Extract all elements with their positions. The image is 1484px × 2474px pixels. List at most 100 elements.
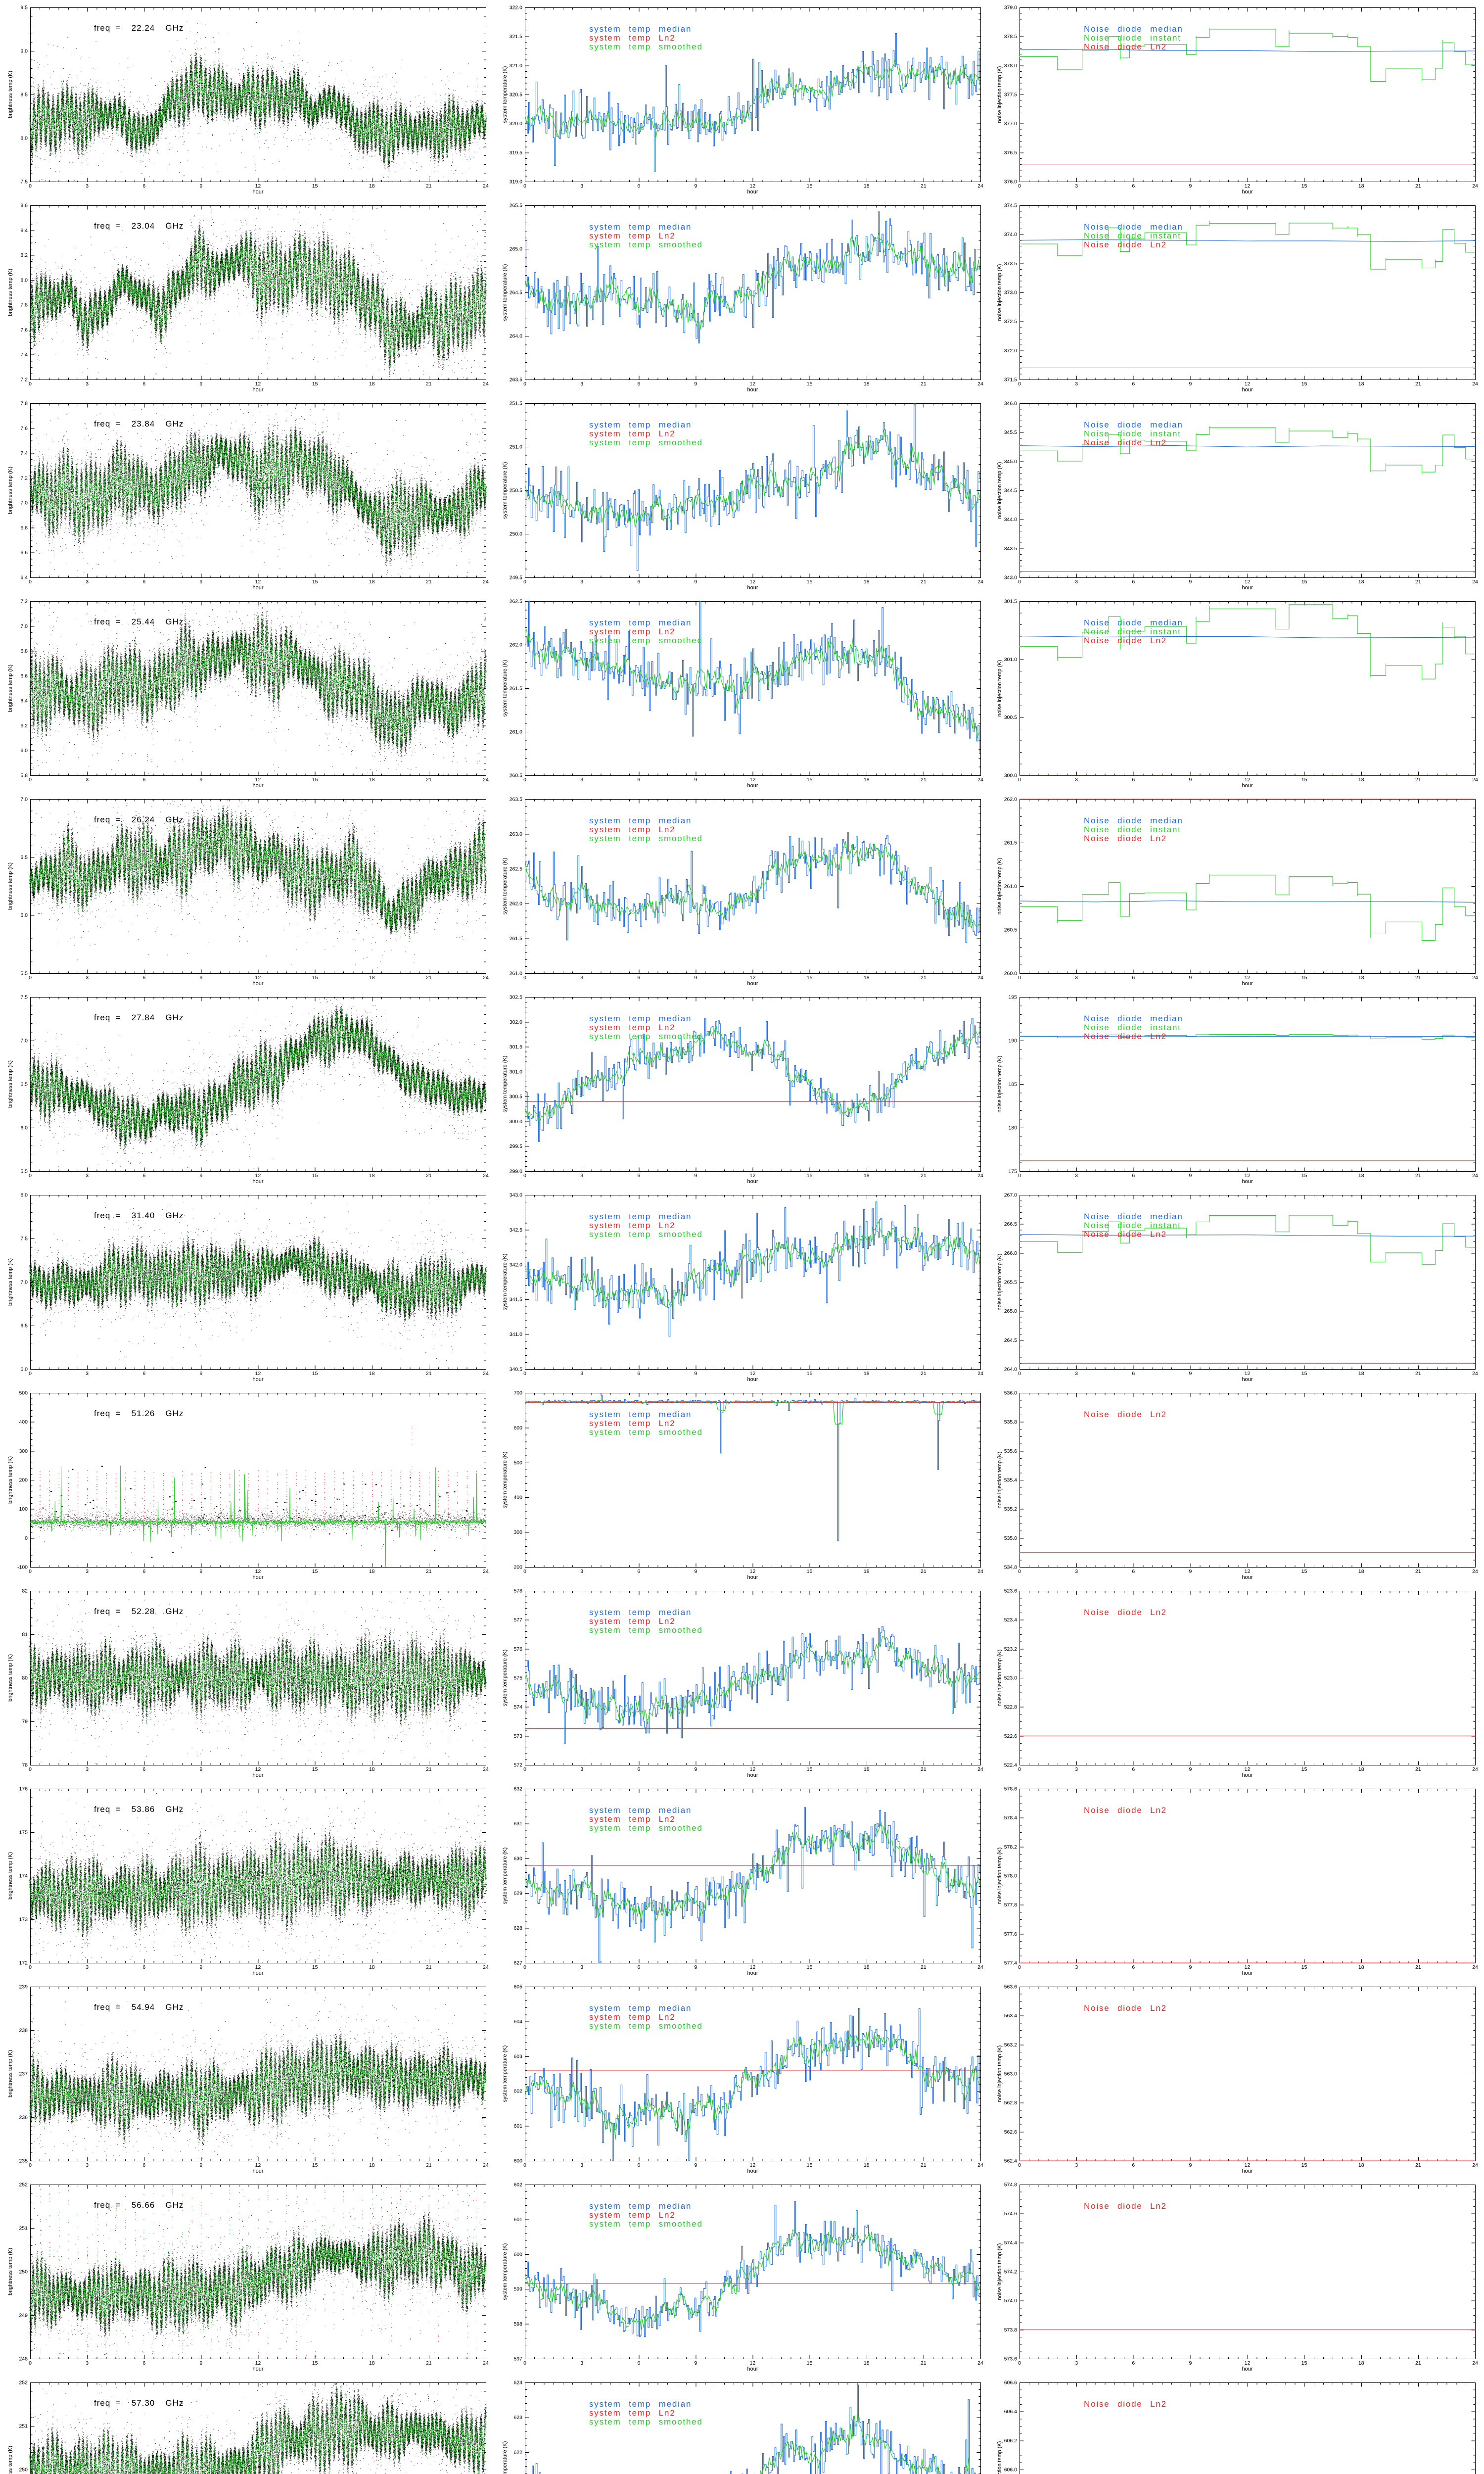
svg-text:12: 12 <box>255 1766 261 1772</box>
svg-text:3: 3 <box>580 381 583 387</box>
svg-text:9: 9 <box>199 1173 202 1179</box>
svg-text:-100: -100 <box>17 1565 28 1570</box>
svg-text:9: 9 <box>199 975 202 981</box>
svg-text:freq = 51.26 GHz: freq = 51.26 GHz <box>94 1409 184 1418</box>
svg-text:301.5: 301.5 <box>1004 599 1017 605</box>
svg-text:5.8: 5.8 <box>20 773 28 779</box>
svg-text:hour: hour <box>1242 585 1252 591</box>
svg-text:343.0: 343.0 <box>510 1192 522 1198</box>
svg-text:freq = 56.66 GHz: freq = 56.66 GHz <box>94 2200 184 2210</box>
svg-text:system temp smoothed: system temp smoothed <box>589 240 703 249</box>
svg-text:9: 9 <box>1189 2360 1192 2366</box>
svg-text:freq = 23.04 GHz: freq = 23.04 GHz <box>94 221 184 231</box>
svg-text:hour: hour <box>1242 189 1252 195</box>
svg-text:0: 0 <box>523 579 526 585</box>
svg-text:Noise diode median: Noise diode median <box>1084 420 1183 429</box>
svg-text:3: 3 <box>580 975 583 981</box>
svg-text:82: 82 <box>22 1588 28 1594</box>
svg-text:262.0: 262.0 <box>1004 797 1017 803</box>
svg-text:12: 12 <box>1245 1766 1251 1772</box>
svg-text:21: 21 <box>426 1766 432 1772</box>
svg-text:system temp smoothed: system temp smoothed <box>589 42 703 51</box>
svg-text:6: 6 <box>142 579 145 585</box>
svg-text:301.5: 301.5 <box>510 1044 522 1050</box>
svg-text:freq = 57.30 GHz: freq = 57.30 GHz <box>94 2398 184 2408</box>
svg-text:12: 12 <box>750 183 756 189</box>
svg-text:264.0: 264.0 <box>1004 1367 1017 1373</box>
svg-text:18: 18 <box>864 2360 870 2366</box>
svg-text:3: 3 <box>1075 1964 1078 1970</box>
svg-text:606.0: 606.0 <box>1004 2467 1017 2473</box>
svg-text:noise injection temp (K): noise injection temp (K) <box>997 1056 1003 1113</box>
svg-text:3: 3 <box>1075 2162 1078 2168</box>
svg-text:system temp smoothed: system temp smoothed <box>589 2219 703 2229</box>
svg-text:563.2: 563.2 <box>1004 2042 1017 2048</box>
svg-text:378.0: 378.0 <box>1004 63 1017 69</box>
svg-text:6.5: 6.5 <box>20 1323 28 1329</box>
svg-text:6: 6 <box>637 1964 640 1970</box>
svg-text:3: 3 <box>86 1964 89 1970</box>
svg-text:0: 0 <box>29 1766 32 1772</box>
svg-text:175: 175 <box>19 1830 28 1836</box>
svg-text:system temp Ln2: system temp Ln2 <box>589 1419 675 1428</box>
svg-text:9: 9 <box>694 1964 697 1970</box>
svg-text:21: 21 <box>921 2360 927 2366</box>
svg-text:15: 15 <box>807 579 813 585</box>
svg-text:12: 12 <box>255 2162 261 2168</box>
svg-text:12: 12 <box>1245 1569 1251 1574</box>
svg-text:603: 603 <box>513 2053 522 2059</box>
svg-text:3: 3 <box>86 381 89 387</box>
svg-text:9: 9 <box>694 183 697 189</box>
svg-text:system temp Ln2: system temp Ln2 <box>589 825 675 834</box>
svg-text:300.0: 300.0 <box>1004 773 1017 779</box>
svg-text:21: 21 <box>426 2360 432 2366</box>
svg-text:261.0: 261.0 <box>510 729 522 735</box>
svg-text:320.0: 320.0 <box>510 121 522 127</box>
svg-text:12: 12 <box>255 1173 261 1179</box>
svg-text:376.5: 376.5 <box>1004 150 1017 156</box>
svg-text:system temp median: system temp median <box>589 1806 692 1815</box>
svg-text:system temp smoothed: system temp smoothed <box>589 636 703 645</box>
svg-text:hour: hour <box>747 1574 758 1580</box>
svg-text:system temp median: system temp median <box>589 2201 692 2211</box>
svg-text:6.4: 6.4 <box>20 698 28 704</box>
svg-text:freq = 53.86 GHz: freq = 53.86 GHz <box>94 1805 184 1814</box>
svg-text:12: 12 <box>1245 1173 1251 1179</box>
svg-text:15: 15 <box>1301 579 1307 585</box>
svg-text:9: 9 <box>694 975 697 981</box>
svg-text:3: 3 <box>580 1766 583 1772</box>
svg-text:265.0: 265.0 <box>1004 1308 1017 1314</box>
svg-text:6: 6 <box>637 579 640 585</box>
svg-text:21: 21 <box>1415 1964 1421 1970</box>
svg-text:9: 9 <box>199 381 202 387</box>
svg-text:24: 24 <box>483 579 489 585</box>
svg-text:9: 9 <box>694 777 697 783</box>
svg-text:400: 400 <box>513 1495 522 1501</box>
svg-text:24: 24 <box>977 777 983 783</box>
svg-text:hour: hour <box>747 783 758 789</box>
svg-text:Noise diode Ln2: Noise diode Ln2 <box>1084 1806 1167 1815</box>
svg-text:24: 24 <box>1472 1766 1478 1772</box>
svg-text:brightness temp (K): brightness temp (K) <box>7 1654 13 1702</box>
svg-text:563.4: 563.4 <box>1004 2013 1017 2019</box>
svg-text:brightness temp (K): brightness temp (K) <box>7 71 13 118</box>
svg-text:0: 0 <box>29 579 32 585</box>
svg-text:3: 3 <box>580 2162 583 2168</box>
svg-text:24: 24 <box>977 975 983 981</box>
svg-text:hour: hour <box>252 585 263 591</box>
svg-text:noise injection temp (K): noise injection temp (K) <box>997 858 1003 915</box>
svg-text:24: 24 <box>1472 381 1478 387</box>
svg-text:238: 238 <box>19 2028 28 2034</box>
svg-text:600: 600 <box>513 2158 522 2164</box>
svg-text:12: 12 <box>750 2162 756 2168</box>
svg-text:hour: hour <box>252 783 263 789</box>
svg-text:574.6: 574.6 <box>1004 2211 1017 2217</box>
svg-text:6.8: 6.8 <box>20 648 28 654</box>
svg-text:3: 3 <box>1075 975 1078 981</box>
svg-text:21: 21 <box>921 777 927 783</box>
svg-text:0: 0 <box>1018 2360 1021 2366</box>
svg-text:hour: hour <box>747 1179 758 1185</box>
svg-text:175: 175 <box>1008 1169 1017 1175</box>
svg-text:hour: hour <box>1242 2168 1252 2174</box>
svg-text:602: 602 <box>513 2089 522 2094</box>
